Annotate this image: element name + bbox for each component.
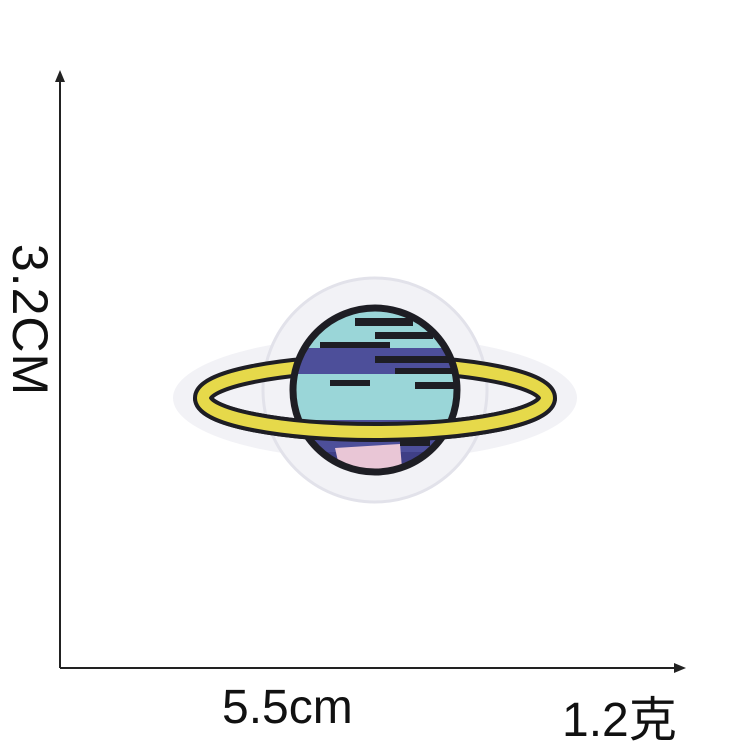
height-dimension-label: 3.2CM: [2, 243, 58, 397]
planet-patch-illustration: [173, 276, 577, 504]
planet-patch: [170, 270, 580, 510]
horizontal-axis-arrow: [674, 663, 686, 673]
vertical-axis-arrow: [55, 70, 65, 82]
width-dimension-label: 5.5cm: [222, 681, 353, 734]
weight-label: 1.2克: [562, 694, 677, 747]
